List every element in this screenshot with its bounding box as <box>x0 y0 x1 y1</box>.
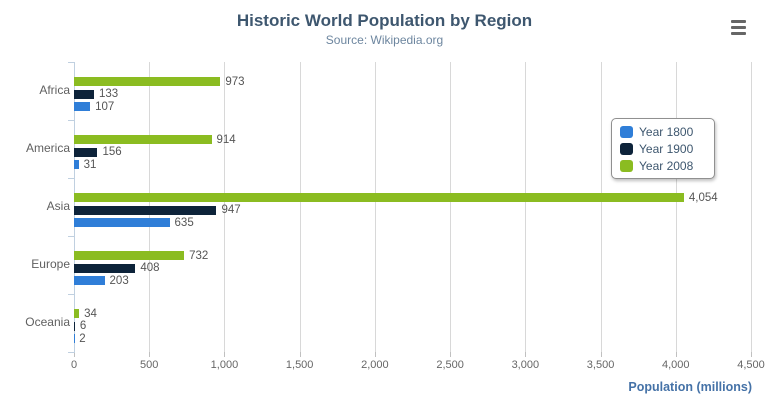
legend: Year 1800 Year 1900 Year 2008 <box>611 118 715 179</box>
bar-year-1800-africa[interactable] <box>74 102 91 111</box>
data-label: 408 <box>140 262 160 274</box>
bar-year-2008-oceania[interactable] <box>74 309 80 318</box>
y-axis-tick <box>68 62 74 63</box>
hamburger-bar <box>731 20 746 23</box>
x-axis-tick <box>374 352 376 357</box>
hamburger-bar <box>731 26 746 29</box>
hamburger-bar <box>731 32 746 35</box>
gridline <box>751 62 752 352</box>
x-axis-tick <box>675 352 677 357</box>
legend-swatch <box>620 125 633 138</box>
data-label: 6 <box>79 320 87 332</box>
x-axis-tick <box>74 352 75 357</box>
data-label: 635 <box>174 216 194 229</box>
bar-year-1800-america[interactable] <box>74 160 79 169</box>
data-label: 914 <box>216 133 236 146</box>
gridline <box>525 62 527 352</box>
x-axis-tick-label: 3,000 <box>511 359 540 371</box>
data-label: 34 <box>84 307 97 320</box>
chart-subtitle: Source: Wikipedia.org <box>325 33 444 47</box>
x-axis-tick-label: 2,000 <box>361 359 389 371</box>
x-axis-tick-label: 500 <box>140 359 159 371</box>
x-axis-tick <box>751 352 752 357</box>
x-axis-tick <box>224 352 226 357</box>
x-axis-tick-label: 4,500 <box>737 359 765 371</box>
bar-year-1900-oceania[interactable] <box>74 321 75 331</box>
bar-year-1900-america[interactable] <box>74 147 98 157</box>
x-axis-tick <box>149 352 151 357</box>
legend-item-year-1900[interactable]: Year 1900 <box>618 141 708 156</box>
x-axis-tick <box>525 352 527 357</box>
x-axis-tick-label: 2,500 <box>436 359 464 371</box>
gridline <box>450 62 452 352</box>
bar-year-2008-asia[interactable] <box>74 193 684 202</box>
legend-swatch <box>620 142 633 155</box>
data-label: 107 <box>95 100 115 113</box>
y-axis-category-label: Oceania <box>25 315 70 329</box>
gridline <box>224 62 226 352</box>
data-label: 31 <box>83 158 97 171</box>
y-axis-tick <box>68 294 74 295</box>
x-axis-title: Population (millions) <box>628 380 752 394</box>
legend-swatch <box>620 159 633 172</box>
x-axis-tick <box>600 352 602 357</box>
bar-year-1900-europe[interactable] <box>74 263 136 273</box>
gridline <box>374 62 376 352</box>
chart-title: Historic World Population by Region <box>236 11 533 30</box>
data-label: 973 <box>225 75 245 88</box>
y-axis-tick <box>68 178 74 179</box>
data-label: 2 <box>79 332 86 345</box>
y-axis-tick <box>68 236 74 237</box>
bar-year-1800-asia[interactable] <box>74 218 170 227</box>
gridline <box>675 62 677 352</box>
y-axis-category-label: Asia <box>46 199 70 213</box>
data-label: 203 <box>109 274 129 287</box>
bar-year-1900-asia[interactable] <box>74 205 217 215</box>
legend-label: Year 1900 <box>639 141 694 156</box>
x-axis-tick-label: 0 <box>70 359 78 371</box>
legend-item-year-1800[interactable]: Year 1800 <box>618 124 708 139</box>
legend-label: Year 2008 <box>639 158 694 173</box>
y-axis-category-label: Africa <box>39 83 70 97</box>
legend-label: Year 1800 <box>639 124 694 139</box>
y-axis-tick <box>68 352 74 353</box>
bar-year-2008-america[interactable] <box>74 135 212 144</box>
bar-year-1800-europe[interactable] <box>74 276 105 285</box>
x-axis-tick-label: 4,000 <box>662 359 690 371</box>
bar-year-2008-europe[interactable] <box>74 251 185 260</box>
bar-year-1900-africa[interactable] <box>74 89 94 99</box>
gridline <box>299 62 301 352</box>
y-axis-tick <box>68 120 74 121</box>
bar-year-2008-africa[interactable] <box>74 77 221 86</box>
y-axis-category-label: Europe <box>31 257 70 271</box>
y-axis-category-label: America <box>25 141 70 155</box>
data-label: 156 <box>102 146 122 158</box>
data-label: 732 <box>189 249 209 262</box>
x-axis-tick-label: 1,500 <box>285 359 314 371</box>
x-axis-tick-label: 1,000 <box>210 359 239 371</box>
x-axis-tick-label: 3,500 <box>586 359 615 371</box>
data-label: 4,054 <box>688 191 718 204</box>
data-label: 133 <box>99 88 119 100</box>
legend-item-year-2008[interactable]: Year 2008 <box>618 158 708 173</box>
hamburger-menu-icon[interactable] <box>728 18 750 40</box>
x-axis-tick <box>450 352 452 357</box>
data-label: 947 <box>221 204 241 216</box>
x-axis-tick <box>299 352 301 357</box>
gridline <box>600 62 602 352</box>
